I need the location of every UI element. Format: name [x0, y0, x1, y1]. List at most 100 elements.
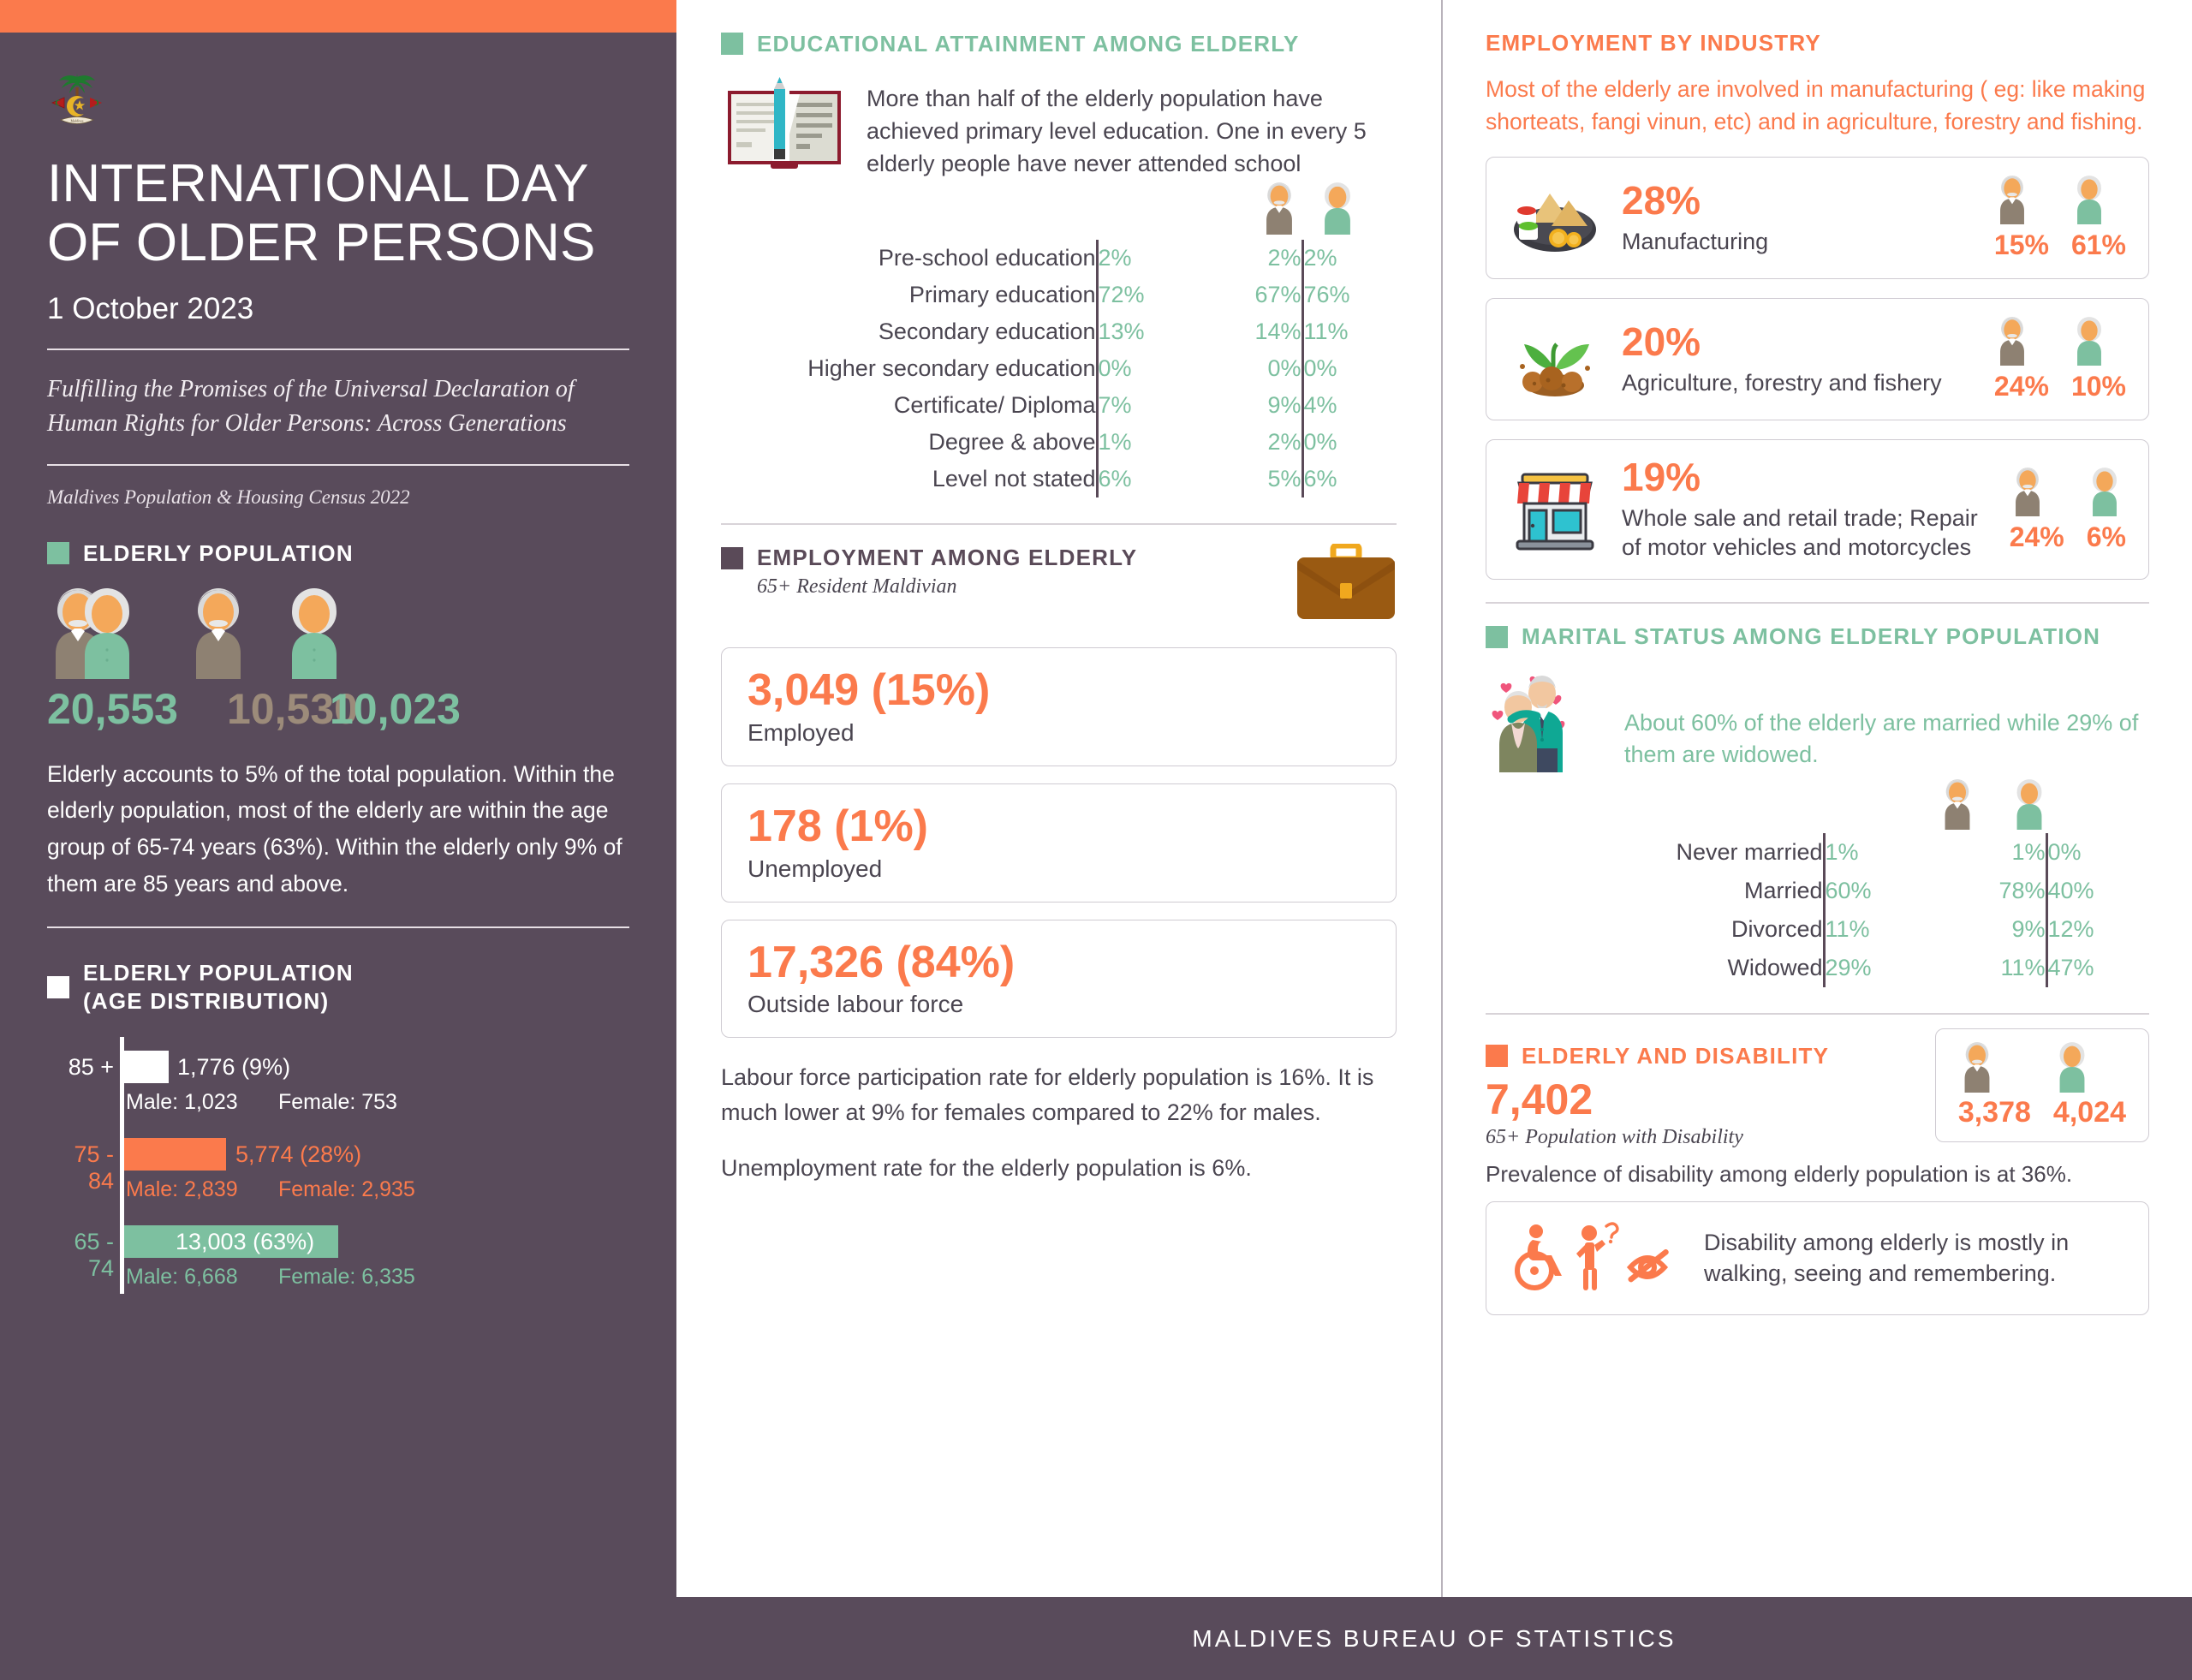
divider-bottom: [47, 926, 629, 929]
section-title: EDUCATIONAL ATTAINMENT AMONG ELDERLY: [757, 31, 1300, 57]
marital-intro: About 60% of the elderly are married whi…: [1486, 666, 2149, 777]
industry-card-retail: 19% Whole sale and retail trade; Repair …: [1486, 439, 2149, 581]
page-title: INTERNATIONAL DAY OF OLDER PERSONS: [47, 154, 596, 273]
row-label: Never married: [1676, 838, 1823, 865]
chart-axis: [120, 1037, 124, 1295]
row-label: Divorced: [1730, 915, 1823, 942]
disability-male-count: 3,378: [1957, 1095, 2031, 1129]
cell-male: 2%: [1267, 245, 1302, 271]
marital-column-icons: [1486, 778, 2149, 830]
cell-female: 4%: [1301, 387, 1397, 425]
cell-female: 0%: [2045, 832, 2149, 872]
table-row: Never married 1% 1% 0%: [1486, 832, 2149, 872]
square-marker-icon: [1486, 625, 1508, 648]
cell-female: 0%: [1301, 424, 1397, 462]
elderly-female-icon: [282, 587, 347, 679]
industry-male-block: 15%: [1994, 175, 2049, 261]
industry-name: Whole sale and retail trade; Repair of m…: [1622, 505, 1978, 561]
square-marker-icon: [721, 546, 743, 569]
unemployed-value: 178 (1%): [748, 801, 928, 852]
elderly-population-figures: [47, 587, 629, 679]
industry-pct: 20%: [1622, 319, 1701, 364]
section-header-elderly-population: ELDERLY POPULATION: [47, 539, 629, 568]
top-accent-bar: [0, 0, 676, 33]
age-dist-title-line1: ELDERLY POPULATION: [83, 960, 354, 986]
section-header-education: EDUCATIONAL ATTAINMENT AMONG ELDERLY: [721, 30, 1397, 58]
footer-left-fill: [0, 1597, 676, 1680]
education-table: Pre-school education 2% 2% 2% Primary ed…: [721, 240, 1397, 498]
bar-value-label: 13,003 (63%): [176, 1229, 315, 1255]
population-male: 10,530: [227, 684, 358, 733]
bar-value-label: 5,774 (28%): [235, 1141, 362, 1168]
bar-male-value: Male: 1,023: [126, 1090, 238, 1115]
shop-icon: [1509, 468, 1601, 551]
briefcase-icon: [1296, 542, 1397, 630]
cell-female: 76%: [1301, 277, 1397, 314]
row-label: Level not stated: [932, 466, 1096, 492]
industry-male-pct: 24%: [1993, 371, 2049, 402]
row-label: Widowed: [1727, 954, 1823, 980]
disability-subtitle: 65+ Population with Disability: [1486, 1126, 1743, 1149]
bar-female-value: Female: 753: [278, 1090, 397, 1115]
outside-lf-label: Outside labour force: [748, 991, 964, 1018]
section-header-age-distribution: ELDERLY POPULATION (AGE DISTRIBUTION): [47, 959, 629, 1015]
column-divider: [1441, 0, 1443, 1597]
age-distribution-chart: 85 + 1,776 (9%) Male: 1,023 Female: 753 …: [47, 1037, 629, 1295]
industry-female-block: 10%: [2071, 316, 2126, 402]
sprout-icon: [1509, 320, 1601, 399]
cell-male: 9%: [2011, 915, 2046, 942]
employment-card-outside-labour-force: 17,326 (84%) Outside labour force 8: [721, 0, 2192, 1597]
cell-male: 67%: [1254, 282, 1302, 308]
disability-male-block: 3,378: [1958, 1041, 2031, 1129]
industry-female-block: 61%: [2071, 175, 2126, 261]
cell-total: 6%: [1095, 461, 1200, 498]
square-marker-icon: [47, 542, 69, 565]
row-label: Married: [1743, 877, 1823, 903]
section-title: ELDERLY AND DISABILITY: [1522, 1042, 1830, 1069]
food-plate-icon: [1509, 182, 1601, 255]
page-date: 1 October 2023: [47, 291, 254, 325]
industry-card-manufacturing: 28% Manufacturing 15%: [1486, 157, 2149, 280]
maldives-national-emblem-icon: Maldives: [47, 69, 107, 130]
unemployed-label: Unemployed: [748, 855, 883, 882]
industry-male-pct: 15%: [1993, 229, 2049, 261]
elderly-male-icon: [1994, 316, 2049, 366]
elderly-female-icon: [2053, 1041, 2126, 1093]
employment-card-unemployed: 178 (1%) Unemployed 123 (1: [721, 0, 2192, 1597]
cell-male: 78%: [1998, 877, 2046, 903]
svg-text:Maldives: Maldives: [71, 118, 84, 122]
elderly-female-icon: [2087, 467, 2126, 516]
elderly-couple-hearts-icon: [1486, 666, 1612, 777]
cell-male: 5%: [1267, 466, 1302, 492]
cell-female: 11%: [1301, 313, 1397, 351]
bar-sex-breakdown: Male: 6,668 Female: 6,335: [126, 1265, 415, 1290]
population-counts: 20,553 10,530 10,023: [47, 684, 629, 734]
education-column-icons: [721, 182, 1397, 235]
elderly-female-icon: [1318, 182, 1357, 235]
row-label: Degree & above: [928, 429, 1096, 456]
industry-male-pct: 24%: [2009, 521, 2064, 552]
section-header-marital: MARITAL STATUS AMONG ELDERLY POPULATION: [1486, 623, 2149, 651]
bar-65-74: [124, 1225, 338, 1259]
unemployment-rate-note: Unemployment rate for the elderly popula…: [721, 1155, 1252, 1182]
section-title-industry: EMPLOYMENT BY INDUSTRY: [1486, 30, 1821, 56]
bar-sex-breakdown: Male: 1,023 Female: 753: [126, 1090, 397, 1115]
employment-subtitle: 65+ Resident Maldivian: [757, 575, 957, 598]
cell-total: 0%: [1095, 350, 1200, 388]
cell-total: 29%: [1822, 948, 1935, 987]
disability-sex-box: 3,378 4,024: [1934, 1028, 2149, 1142]
cell-male: 11%: [2000, 954, 2046, 980]
industry-male-block: 24%: [2010, 467, 2064, 553]
table-row: Pre-school education 2% 2% 2%: [721, 240, 1397, 277]
employment-header: EMPLOYMENT AMONG ELDERLY 65+ Resident Ma…: [721, 542, 1397, 630]
education-lead-text: More than half of the elderly population…: [867, 85, 1367, 177]
left-sidebar: Maldives INTERNATIONAL DAY OF OLDER PERS…: [0, 0, 676, 1680]
row-label: Certificate/ Diploma: [893, 392, 1096, 419]
bar-75-84: [124, 1138, 226, 1171]
elderly-population-paragraph: Elderly accounts to 5% of the total popu…: [47, 760, 622, 897]
source-text: Maldives Population & Housing Census 202…: [47, 486, 410, 509]
industry-female-block: 6%: [2087, 467, 2126, 553]
cell-female: 6%: [1301, 461, 1397, 498]
population-total: 20,553: [47, 684, 178, 733]
